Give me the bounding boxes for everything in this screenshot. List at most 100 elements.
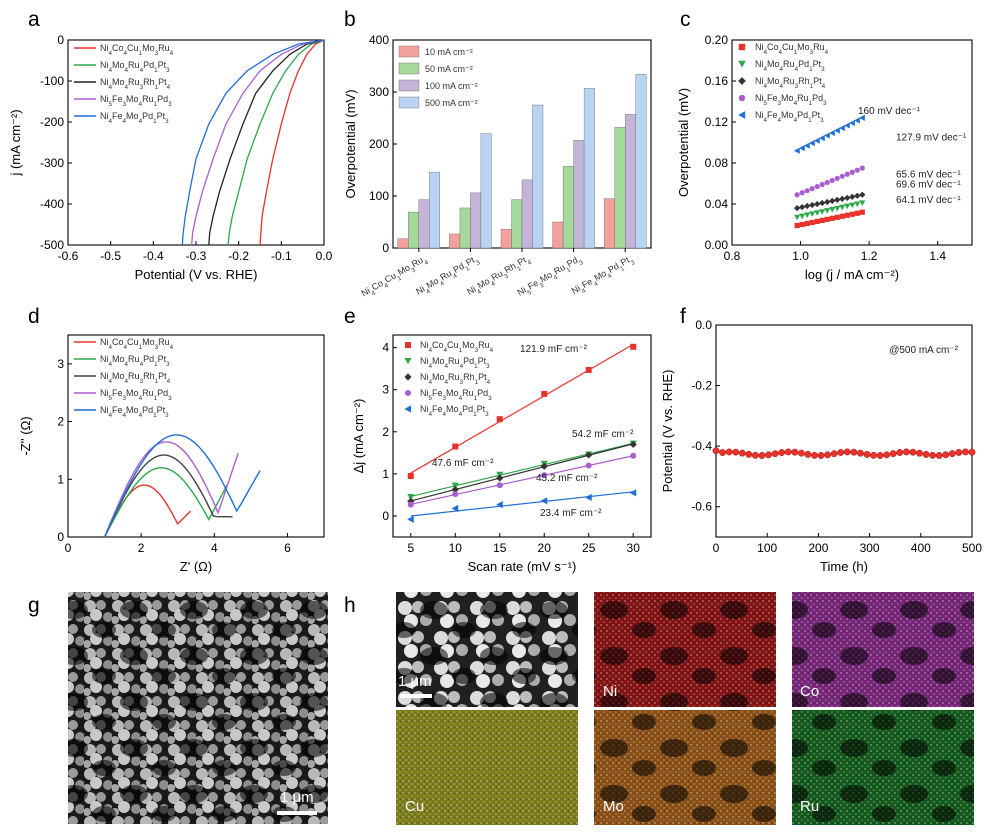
data-point-Ni4Fe4Mo4Pd1Pt3 bbox=[585, 493, 592, 502]
series-line-Ni5Fe3Mo4Ru1Pd3 bbox=[191, 39, 325, 246]
legend-label: Ni4Mo4Ru4Pd1Pt3 bbox=[100, 354, 170, 368]
panel-label-d: d bbox=[28, 305, 40, 328]
chart-f: 0 100 200 300 400 500 0.0 -0.2 -0.4 -0.6 Time (h) P… bbox=[660, 318, 982, 574]
legend-label: Ni4Fe4Mo4Pd1Pt3 bbox=[755, 110, 824, 124]
stability-point bbox=[745, 450, 753, 458]
legend-marker bbox=[738, 94, 746, 102]
data-point-Ni4Fe4Mo4Pd1Pt3 bbox=[849, 119, 855, 127]
panel-label-b: b bbox=[344, 8, 356, 31]
bar-500 mA cm⁻²-Ni4Mo4Ru3Rh1Pt4 bbox=[532, 104, 544, 249]
data-point-Ni4Mo4Ru3Rh1Pt4 bbox=[809, 201, 816, 209]
eds-label-mo: Mo bbox=[603, 798, 624, 815]
y-tick-label: 0.04 bbox=[705, 197, 729, 211]
x-tick-label: -0.2 bbox=[228, 249, 249, 263]
data-point-Ni4Co4Cu1Mo3Ru4 bbox=[819, 217, 825, 223]
bar-50 mA cm⁻²-Ni4Fe4Mo4Pd1Pt3 bbox=[614, 127, 626, 249]
condition-annotation: @500 mA cm⁻² bbox=[889, 345, 958, 356]
data-point-Ni4Fe4Mo4Pd1Pt3 bbox=[809, 140, 815, 147]
y-tick-label: 1 bbox=[382, 467, 389, 481]
bar-100 mA cm⁻²-Ni5Fe3Mo4Ru1Pd3 bbox=[573, 140, 585, 249]
data-point-Ni4Mo4Ru4Pd1Pt3 bbox=[839, 204, 846, 211]
x-tick-label: -0.5 bbox=[100, 249, 121, 263]
data-point-Ni4Mo4Ru4Pd1Pt3 bbox=[844, 203, 851, 210]
data-point-Ni5Fe3Mo4Ru1Pd3 bbox=[541, 472, 548, 479]
stability-point bbox=[732, 448, 740, 456]
eds-map-Ni bbox=[594, 592, 776, 707]
data-point-Ni5Fe3Mo4Ru1Pd3 bbox=[496, 482, 503, 489]
data-point-Ni4Mo4Ru4Pd1Pt3 bbox=[859, 200, 866, 206]
eds-maps-h bbox=[396, 592, 974, 825]
x-tick-label: 1.4 bbox=[929, 249, 946, 263]
scale-label-h: 1 μm bbox=[398, 673, 432, 690]
stability-point bbox=[850, 448, 858, 456]
eds-map-noise bbox=[396, 710, 578, 825]
x-tick-label: -0.6 bbox=[58, 249, 79, 263]
stability-point bbox=[719, 449, 727, 456]
legend-label: Ni4Co4Cu1Mo3Ru4 bbox=[100, 43, 174, 57]
y-tick-label: 200 bbox=[369, 137, 389, 151]
data-point-Ni4Mo4Ru3Rh1Pt4 bbox=[451, 485, 459, 494]
stability-point bbox=[712, 447, 720, 455]
legend-label: Ni5Fe3Mo4Ru1Pd3 bbox=[755, 93, 827, 107]
legend-label: Ni4Mo4Ru3Rh1Pt4 bbox=[755, 76, 826, 90]
y-axis-label: Δj (mA cm⁻²) bbox=[351, 399, 366, 474]
chart-a: -0.6 -0.5 -0.4 -0.3 -0.2 -0.1 0.0 0 -100 -200 -300… bbox=[8, 33, 333, 282]
stability-point bbox=[778, 449, 786, 456]
bar-10 mA cm⁻²-Ni5Fe3Mo4Ru1Pd3 bbox=[552, 221, 564, 249]
y-tick-label: -400 bbox=[40, 197, 64, 211]
data-point-Ni4Mo4Ru3Rh1Pt4 bbox=[854, 192, 861, 199]
y-tick-label: 0 bbox=[57, 33, 64, 47]
y-tick-label: 0.08 bbox=[705, 156, 729, 170]
stability-point bbox=[738, 449, 746, 457]
data-point-Ni4Mo4Ru3Rh1Pt4 bbox=[629, 440, 637, 449]
data-point-Ni4Mo4Ru3Rh1Pt4 bbox=[585, 451, 593, 459]
data-point-Ni4Co4Cu1Mo3Ru4 bbox=[452, 443, 459, 450]
data-point-Ni4Mo4Ru3Rh1Pt4 bbox=[814, 200, 821, 208]
data-point-Ni4Mo4Ru3Rh1Pt4 bbox=[540, 462, 548, 470]
legend-marker bbox=[405, 390, 411, 396]
axes-frame bbox=[715, 324, 973, 538]
data-point-Ni4Co4Cu1Mo3Ru4 bbox=[496, 416, 503, 423]
y-axis-label: Overpotential (mV) bbox=[343, 89, 358, 198]
legend-swatch bbox=[398, 96, 420, 109]
bar-500 mA cm⁻²-Ni4Co4Cu1Mo3Ru4 bbox=[429, 171, 440, 249]
legend-swatch bbox=[398, 62, 420, 75]
stability-point bbox=[797, 449, 805, 457]
data-point-Ni4Fe4Mo4Pd1Pt3 bbox=[804, 142, 810, 149]
data-point-Ni4Mo4Ru4Pd1Pt3 bbox=[809, 211, 816, 217]
legend-label: Ni4Co4Cu1Mo3Ru4 bbox=[755, 42, 829, 56]
sem-image-g bbox=[68, 592, 328, 824]
panel-label-h: h bbox=[344, 594, 356, 617]
y-tick-label: -200 bbox=[40, 115, 64, 129]
y-tick-label: 0 bbox=[57, 530, 64, 544]
stability-point bbox=[916, 449, 923, 457]
legend-marker bbox=[738, 43, 746, 51]
capacitance-annotation: 23.4 mF cm⁻² bbox=[540, 508, 602, 519]
fit-line-Ni5Fe3Mo4Ru1Pd3 bbox=[410, 455, 634, 505]
stability-point bbox=[804, 450, 812, 458]
data-point-Ni4Fe4Mo4Pd1Pt3 bbox=[407, 515, 414, 523]
y-tick-label: 0.0 bbox=[695, 318, 712, 332]
data-point-Ni4Mo4Ru3Rh1Pt4 bbox=[819, 199, 826, 207]
legend-label: Ni4Mo4Ru4Pd1Pt3 bbox=[100, 60, 170, 74]
data-point-Ni4Mo4Ru4Pd1Pt3 bbox=[824, 208, 831, 214]
stability-point bbox=[843, 448, 851, 456]
x-tick-label: -0.3 bbox=[186, 249, 207, 263]
x-tick-label: 2 bbox=[138, 541, 145, 555]
data-point-Ni5Fe3Mo4Ru1Pd3 bbox=[824, 179, 830, 186]
eds-map-Cu bbox=[396, 710, 578, 825]
data-point-Ni4Mo4Ru3Rh1Pt4 bbox=[844, 194, 851, 201]
legend-label: 10 mA cm⁻² bbox=[425, 47, 473, 57]
fit-line-Ni4Fe4Mo4Pd1Pt3 bbox=[410, 491, 634, 517]
stability-point bbox=[876, 452, 884, 459]
stability-point bbox=[902, 448, 910, 456]
data-point-Ni4Co4Cu1Mo3Ru4 bbox=[829, 215, 835, 221]
legend-label: Ni4Fe4Mo4Pd1Pt3 bbox=[100, 111, 169, 125]
data-point-Ni4Fe4Mo4Pd1Pt3 bbox=[844, 122, 850, 129]
x-tick-label: -0.1 bbox=[271, 249, 292, 263]
data-point-Ni4Co4Cu1Mo3Ru4 bbox=[834, 214, 840, 220]
x-tick-label: 200 bbox=[808, 541, 828, 555]
data-point-Ni4Mo4Ru3Rh1Pt4 bbox=[834, 196, 841, 204]
stability-point bbox=[817, 452, 825, 459]
data-point-Ni5Fe3Mo4Ru1Pd3 bbox=[859, 165, 865, 171]
